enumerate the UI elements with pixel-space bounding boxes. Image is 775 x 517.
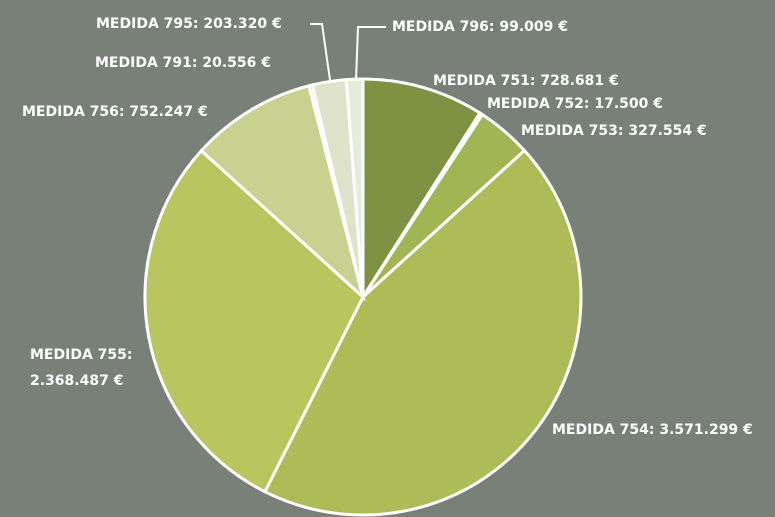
label-line: 2.368.487 € — [30, 373, 123, 389]
pie-slice — [143, 148, 365, 494]
pie-slice — [199, 83, 366, 302]
pie-slice — [361, 77, 482, 303]
data-label: MEDIDA 752: 17.500 € — [487, 96, 663, 112]
data-label: MEDIDA 791: 20.556 € — [95, 55, 271, 71]
data-label: MEDIDA 756: 752.247 € — [22, 104, 208, 120]
data-label: MEDIDA 755: 2.368.487 € — [30, 347, 132, 389]
leader-line — [355, 26, 386, 81]
data-label: MEDIDA 754: 3.571.299 € — [552, 422, 753, 438]
data-label: MEDIDA 753: 327.554 € — [521, 123, 707, 139]
label-line: MEDIDA 755: — [30, 347, 132, 363]
leader-line — [310, 23, 331, 81]
data-label: MEDIDA 795: 203.320 € — [96, 16, 282, 32]
data-label: MEDIDA 796: 99.009 € — [392, 19, 568, 35]
pie-slice — [262, 148, 583, 517]
pie-slice — [344, 77, 365, 298]
data-label: MEDIDA 751: 728.681 € — [433, 73, 619, 89]
